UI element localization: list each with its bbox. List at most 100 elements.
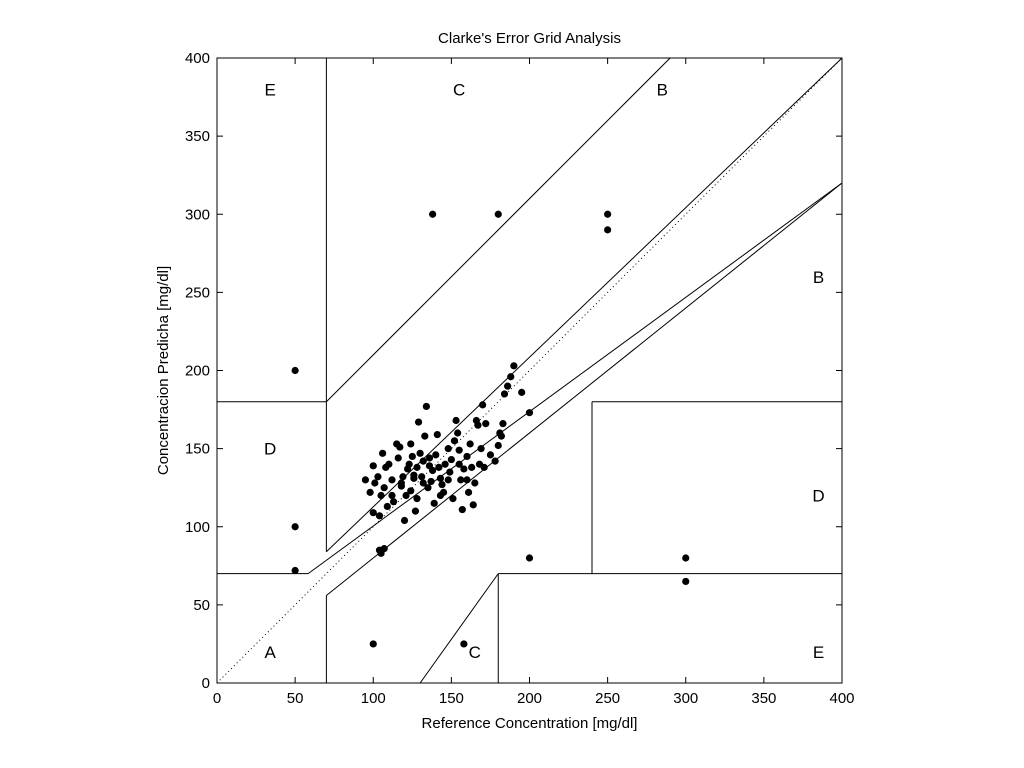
data-point: [291, 566, 299, 575]
data-point: [525, 554, 534, 562]
data-point: [449, 495, 457, 503]
data-point: [416, 449, 424, 457]
axes: 0 50 100 150 200 250 300 350 400 0 50 100 150 200 250 3…: [185, 50, 855, 707]
data-point: [419, 479, 427, 487]
data-point: [411, 507, 420, 515]
data-point: [399, 473, 407, 481]
x-tick-label: 200: [517, 690, 542, 707]
x-tick-label: 250: [595, 690, 620, 707]
data-point: [405, 460, 413, 468]
data-point: [410, 471, 418, 479]
data-point: [408, 452, 416, 461]
data-point: [525, 409, 534, 417]
data-point: [446, 468, 454, 476]
y-tick-label: 200: [185, 363, 210, 380]
data-point: [510, 362, 518, 370]
data-point: [463, 476, 471, 484]
data-point: [441, 460, 449, 468]
data-point: [375, 546, 384, 554]
x-tick-label: 350: [751, 690, 776, 707]
data-point: [471, 479, 479, 487]
data-point: [418, 473, 426, 481]
zone-line: [419, 573, 499, 684]
zone-line: [307, 182, 843, 575]
x-tick-label: 300: [673, 690, 698, 707]
data-points: [291, 210, 690, 648]
region-label-e: E: [813, 643, 824, 662]
x-axis-label: Reference Concentration [mg/dl]: [422, 715, 638, 732]
data-point: [604, 226, 612, 234]
region-label-c: C: [453, 80, 465, 99]
data-point: [460, 465, 468, 473]
data-point: [366, 488, 374, 496]
data-point: [389, 498, 398, 506]
data-point: [407, 440, 415, 448]
data-point: [444, 476, 452, 484]
region-labels: E C B B D D A C E: [264, 80, 825, 662]
data-point: [494, 441, 502, 450]
data-point: [455, 460, 463, 468]
x-tick-label: 150: [439, 690, 464, 707]
region-label-b: B: [657, 80, 668, 99]
data-point: [479, 401, 487, 409]
y-axis-label: Concentracion Predicha [mg/dl]: [155, 266, 172, 475]
data-point: [486, 451, 495, 459]
data-point: [291, 523, 299, 531]
y-tick-label: 150: [185, 441, 210, 458]
data-point: [450, 437, 459, 445]
data-point: [385, 460, 393, 468]
data-point: [507, 373, 515, 381]
data-point: [413, 495, 421, 503]
data-point: [436, 491, 445, 500]
region-label-d: D: [812, 487, 824, 506]
x-tick-label: 50: [287, 690, 304, 707]
data-point: [504, 382, 512, 390]
y-tick-label: 400: [185, 50, 210, 67]
data-point: [414, 418, 423, 426]
data-point: [388, 491, 396, 500]
y-tick-label: 0: [202, 675, 210, 692]
data-point: [482, 420, 490, 428]
identity-line: [216, 57, 843, 684]
data-point: [447, 455, 455, 464]
data-point: [422, 402, 430, 411]
data-point: [477, 445, 485, 453]
data-point: [425, 454, 434, 462]
y-tick-label: 100: [185, 519, 210, 536]
zone-line: [326, 57, 671, 403]
data-point: [480, 463, 488, 471]
data-point: [494, 210, 502, 218]
data-point: [374, 473, 382, 481]
data-point: [452, 416, 460, 425]
data-point: [421, 432, 429, 440]
data-point: [369, 509, 377, 517]
data-point: [419, 457, 427, 465]
region-label-e: E: [264, 80, 275, 99]
data-point: [604, 210, 612, 218]
data-point: [463, 452, 471, 461]
data-point: [464, 488, 473, 496]
data-point: [435, 463, 443, 471]
data-point: [518, 388, 526, 396]
data-point: [430, 499, 438, 507]
y-tick-label: 350: [185, 128, 210, 145]
x-tick-label: 400: [829, 690, 854, 707]
data-point: [424, 484, 432, 492]
data-point: [291, 366, 299, 375]
data-point: [499, 420, 507, 428]
data-point: [402, 491, 410, 500]
data-point: [407, 487, 415, 495]
region-label-c: C: [469, 643, 481, 662]
data-point: [460, 640, 468, 648]
data-point: [369, 640, 377, 648]
data-point: [380, 484, 388, 492]
y-tick-label: 50: [193, 597, 210, 614]
data-point: [682, 554, 690, 562]
data-point: [394, 454, 402, 462]
data-point: [371, 479, 379, 487]
data-point: [436, 474, 445, 482]
data-point: [400, 516, 409, 525]
data-point: [468, 463, 476, 471]
